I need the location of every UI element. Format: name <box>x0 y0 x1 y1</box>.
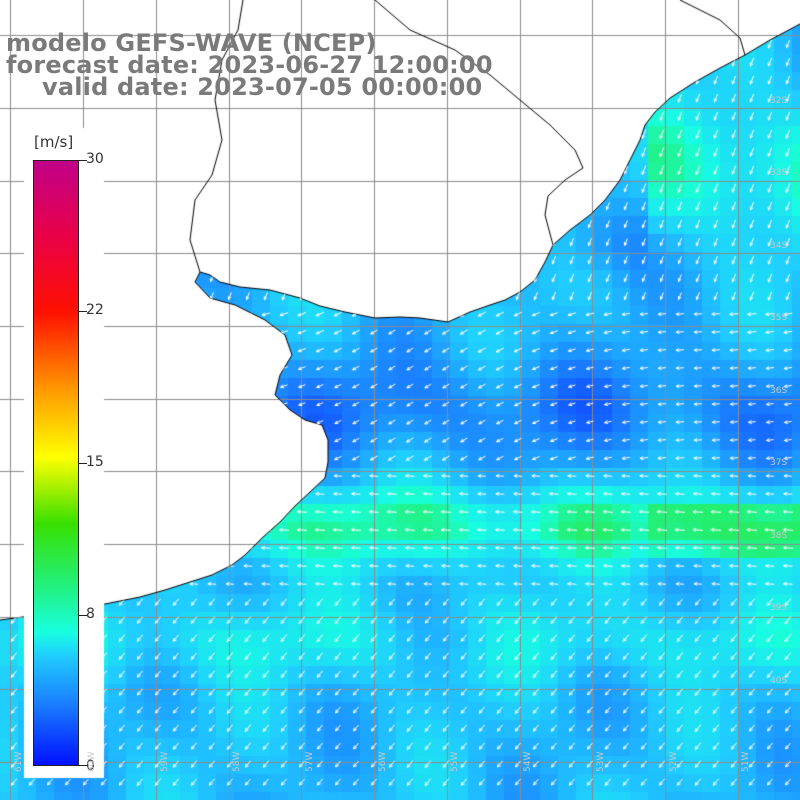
colorbar-label-max: 30 <box>86 151 104 167</box>
lon-label: 58W <box>232 751 242 772</box>
lon-label: 52W <box>669 751 679 772</box>
lat-label: 33S <box>770 168 788 178</box>
lon-label: 55W <box>450 751 460 772</box>
forecast-date: forecast date: 2023-06-27 12:00:00 <box>6 51 493 79</box>
colorbar-label: 22 <box>86 302 104 318</box>
colorbar-label: 15 <box>86 454 104 470</box>
lon-label: 59W <box>160 751 170 772</box>
lat-label: 40S <box>770 676 788 686</box>
colorbar-tick <box>79 463 87 464</box>
colorbar-tick <box>79 765 87 766</box>
lat-label: 37S <box>770 458 788 468</box>
lon-label: 61W <box>14 751 24 772</box>
lon-label: 57W <box>305 751 315 772</box>
lat-label: 35S <box>770 313 788 323</box>
lon-label: 60W <box>87 751 97 772</box>
lon-label: 51W <box>741 751 751 772</box>
lon-label: 54W <box>523 751 533 772</box>
colorbar-tick <box>79 311 87 312</box>
lon-label: 56W <box>378 751 388 772</box>
colorbar-label-min: 0 <box>86 758 95 774</box>
lat-label: 38S <box>770 531 788 541</box>
model-title: modelo GEFS-WAVE (NCEP) <box>6 29 377 57</box>
valid-date: valid date: 2023-07-05 00:00:00 <box>42 73 483 101</box>
colorbar-label: 8 <box>86 606 95 622</box>
colorbar-tick <box>79 160 87 161</box>
lat-label: 39S <box>770 603 788 613</box>
lat-label: 32S <box>770 96 788 106</box>
lon-label: 53W <box>596 751 606 772</box>
lat-label: 36S <box>770 386 788 396</box>
colorbar <box>33 160 79 766</box>
colorbar-tick <box>79 615 87 616</box>
lat-label: 34S <box>770 241 788 251</box>
colorbar-unit: [m/s] <box>34 133 74 151</box>
